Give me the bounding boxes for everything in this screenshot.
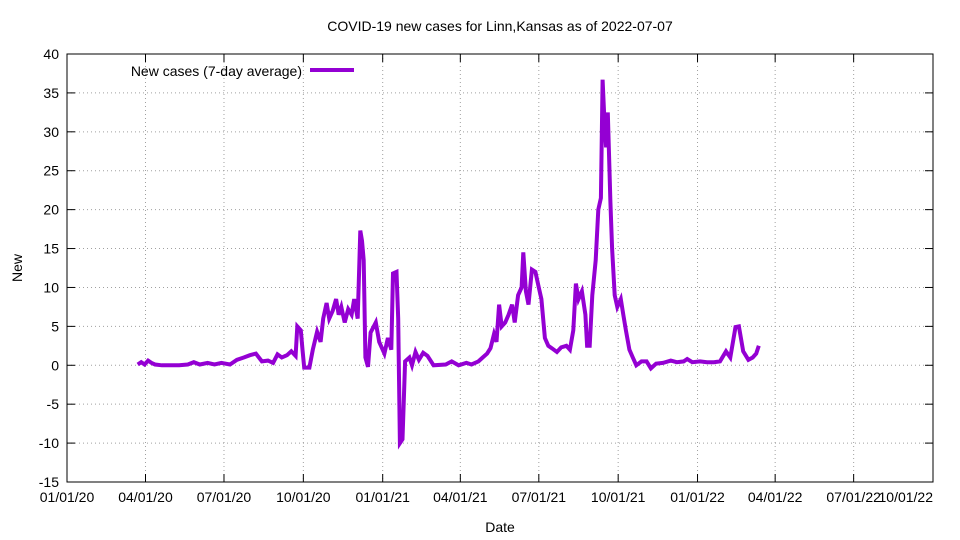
x-tick-label: 10/01/20: [276, 489, 331, 505]
x-axis-label: Date: [485, 519, 515, 535]
y-tick-label: 5: [51, 318, 59, 334]
x-tick-label: 04/01/20: [118, 489, 173, 505]
y-tick-label: 0: [51, 357, 59, 373]
x-tick-label: 10/01/21: [591, 489, 646, 505]
x-tick-label: 07/01/22: [826, 489, 881, 505]
x-tick-label: 04/01/22: [748, 489, 803, 505]
x-tick-label: 04/01/21: [433, 489, 488, 505]
x-tick-label: 01/01/22: [670, 489, 725, 505]
x-axis-ticks: 01/01/20 04/01/20 07/01/20 10/01/20 01/01/21…: [40, 54, 934, 505]
x-tick-label: 10/01/22: [879, 489, 934, 505]
series-layer: [136, 79, 761, 450]
chart-title: COVID-19 new cases for Linn,Kansas as of…: [327, 18, 673, 34]
y-tick-label: -5: [47, 396, 60, 412]
x-tick-label: 07/01/20: [197, 489, 252, 505]
y-tick-label: -15: [39, 474, 59, 490]
y-tick-label: -10: [39, 435, 59, 451]
y-tick-label: 30: [43, 124, 59, 140]
y-tick-label: 35: [43, 85, 59, 101]
y-axis-label: New: [9, 253, 25, 282]
y-tick-label: 40: [43, 46, 59, 62]
y-tick-label: 25: [43, 163, 59, 179]
series-line: [136, 79, 761, 450]
y-tick-label: 15: [43, 241, 59, 257]
y-tick-label: 10: [43, 279, 59, 295]
legend-label: New cases (7-day average): [131, 63, 302, 79]
x-tick-label: 07/01/21: [512, 489, 567, 505]
legend: New cases (7-day average): [131, 63, 354, 79]
x-tick-label: 01/01/21: [355, 489, 410, 505]
y-tick-label: 20: [43, 202, 59, 218]
plot-frame: [66, 53, 934, 483]
x-tick-label: 01/01/20: [40, 489, 95, 505]
